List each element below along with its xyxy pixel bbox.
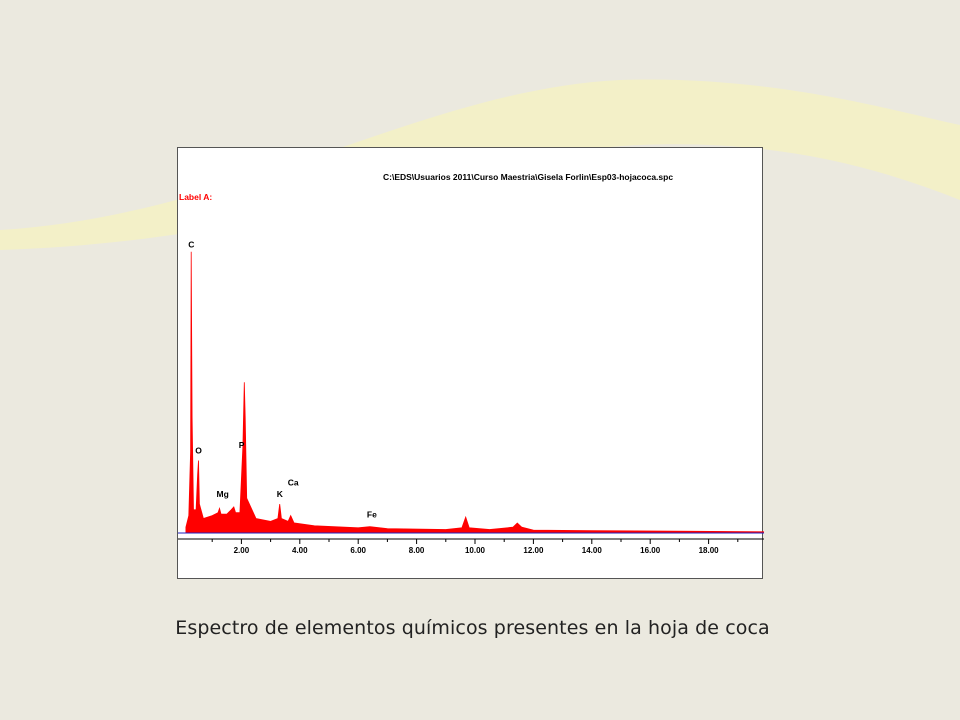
peak-label-ca: Ca <box>288 478 299 488</box>
x-tick-label: 2.00 <box>234 546 250 555</box>
chart-title: C:\EDS\Usuarios 2011\Curso Maestria\Gise… <box>383 172 673 182</box>
peak-label-o: O <box>195 446 202 456</box>
x-tick-label: 10.00 <box>465 546 486 555</box>
x-tick-label: 8.00 <box>409 546 425 555</box>
peak-label-k: K <box>277 489 284 499</box>
spectrum-series-area <box>185 251 764 534</box>
spectrum-plot: C:\EDS\Usuarios 2011\Curso Maestria\Gise… <box>178 172 764 555</box>
figure-caption: Espectro de elementos químicos presentes… <box>175 617 770 639</box>
x-tick-label: 12.00 <box>523 546 544 555</box>
label-a: Label A: <box>179 192 212 202</box>
peak-label-fe: Fe <box>367 509 377 519</box>
peak-label-p: P <box>239 440 245 450</box>
x-tick-label: 18.00 <box>699 546 720 555</box>
peak-label-c: C <box>188 240 194 250</box>
x-tick-label: 4.00 <box>292 546 308 555</box>
x-tick-label: 16.00 <box>640 546 661 555</box>
eds-spectrum-chart: C:\EDS\Usuarios 2011\Curso Maestria\Gise… <box>177 147 764 579</box>
x-tick-label: 14.00 <box>582 546 603 555</box>
x-tick-label: 6.00 <box>350 546 366 555</box>
peak-label-mg: Mg <box>217 489 229 499</box>
